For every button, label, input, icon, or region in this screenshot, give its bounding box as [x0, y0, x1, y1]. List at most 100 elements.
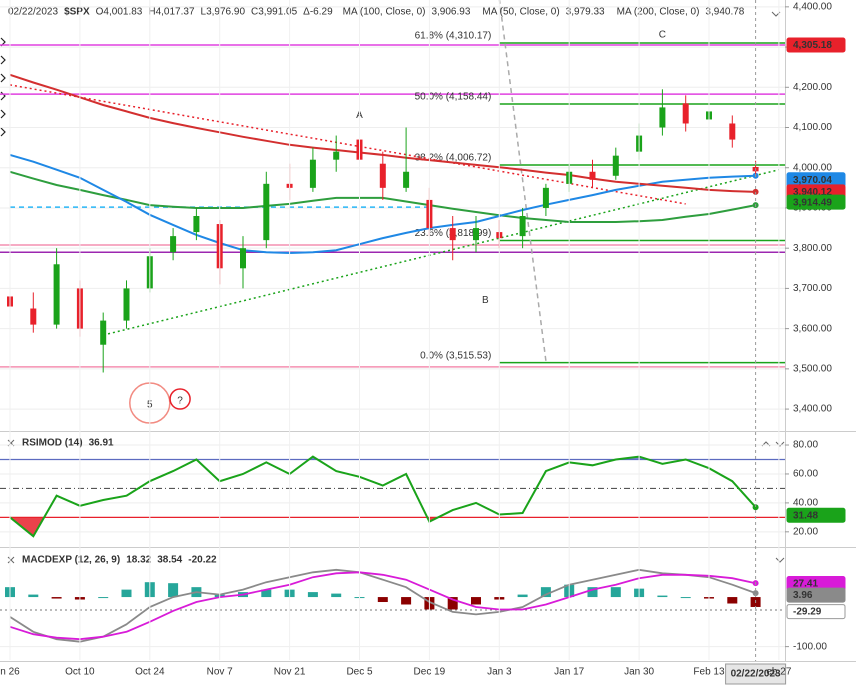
candle-body	[240, 248, 246, 269]
candle-body	[263, 183, 270, 241]
y-tick-label: 20.00	[793, 526, 818, 537]
trendline	[103, 169, 780, 336]
x-tick-label: Dec 5	[346, 667, 373, 678]
candle-body	[170, 236, 177, 253]
trendline	[498, 0, 547, 361]
histogram-bar	[51, 597, 62, 599]
header-text: C3,991.05	[251, 7, 298, 18]
candle-body	[100, 320, 107, 345]
candle-body	[682, 103, 689, 124]
x-tick-label: Jan 17	[554, 667, 584, 678]
candle-body	[589, 171, 596, 180]
candle-body	[123, 288, 130, 321]
y-tick-label: 4,100.00	[793, 122, 832, 133]
histogram-bar	[517, 594, 528, 598]
candle-body	[403, 171, 410, 188]
y-tick-label: 4,400.00	[793, 1, 832, 12]
y-tick-label: 3,500.00	[793, 363, 832, 374]
histogram-bar	[121, 589, 132, 598]
cursor-date-box	[725, 663, 787, 685]
annotation: B	[482, 295, 489, 306]
header-text: RSIMOD (14)	[22, 438, 83, 449]
price-tag-label: 3,940.12	[793, 187, 832, 198]
candle-body	[612, 155, 619, 176]
candle-body	[729, 123, 736, 140]
macd-line	[9, 571, 756, 641]
y-tick-label: 40.00	[793, 498, 818, 509]
rsi-line	[9, 455, 757, 538]
candle-body	[519, 216, 526, 237]
x-tick-label: eb 27	[766, 667, 791, 678]
last-point	[752, 504, 759, 511]
x-tick-label: 02/22/2023	[731, 669, 781, 680]
histogram-bar	[540, 587, 551, 598]
x-tick-label: Jan 30	[624, 667, 654, 678]
histogram-bar	[587, 587, 598, 598]
annotation: ?	[177, 396, 183, 407]
fib-label: 61.8% (4,310.17)	[415, 31, 492, 42]
candle-body	[379, 163, 386, 188]
tool-icons[interactable]	[0, 37, 6, 137]
y-tick-label: 3,800.00	[793, 243, 832, 254]
x-tick-label: n 26	[0, 667, 20, 678]
price-tag-label: 3,970.04	[793, 175, 832, 186]
candle-body	[309, 159, 316, 188]
y-tick-label: 3,700.00	[793, 283, 832, 294]
header-text: 3,940.78	[705, 7, 744, 18]
price-tag-label: 27.41	[793, 579, 818, 590]
header-text: 3,979.33	[566, 7, 605, 18]
histogram-bar	[28, 594, 39, 598]
histogram-bar	[98, 597, 109, 599]
y-tick-label: -100.00	[793, 641, 827, 652]
price-tag-label: -29.29	[793, 607, 822, 618]
macd-line	[9, 568, 756, 643]
histogram-bar	[401, 597, 412, 605]
y-tick-label: 3,600.00	[793, 323, 832, 334]
candle-body	[30, 308, 37, 325]
histogram-bar	[610, 587, 621, 598]
histogram-bar	[447, 597, 458, 610]
candle-body	[193, 216, 200, 233]
header-text: MA (50, Close, 0)	[482, 7, 559, 18]
moving-average	[9, 153, 756, 255]
price-tag-label: 4,305.18	[793, 40, 832, 51]
x-tick-label: Oct 10	[65, 667, 95, 678]
last-point	[752, 590, 759, 597]
panel: 61.8% (4,310.17) 50.0% (4,158.44) 38.2% (4…	[0, 0, 785, 424]
fib-label: 38.2% (4,006.72)	[415, 153, 492, 164]
histogram-bar	[727, 597, 738, 604]
header-text: O4,001.83	[96, 7, 143, 18]
annotation-circle	[169, 388, 191, 410]
candle-body	[659, 107, 666, 128]
price-tag	[786, 194, 846, 210]
histogram-bar	[307, 592, 318, 598]
header-text: 18.32	[126, 555, 151, 566]
y-tick-label: 60.00	[793, 469, 818, 480]
fib-label: 50.0% (4,158.44)	[415, 92, 492, 103]
header-text: $SPX	[64, 7, 90, 18]
trendline	[9, 84, 686, 205]
header-text: 02/22/2023	[8, 7, 58, 18]
close-icon[interactable]	[7, 556, 15, 564]
histogram-bar	[261, 589, 272, 598]
histogram-bar	[168, 583, 179, 598]
header-text: MA (200, Close, 0)	[617, 7, 700, 18]
header-text: 36.91	[89, 438, 114, 449]
price-tag-label: 3.96	[793, 590, 813, 601]
x-tick-label: Jan 3	[487, 667, 512, 678]
price-tag	[786, 507, 846, 523]
header-text: L3,976.90	[201, 7, 246, 18]
x-tick-label: Oct 24	[135, 667, 165, 678]
move-icon[interactable]	[775, 557, 785, 563]
side-tools[interactable]	[0, 37, 6, 137]
price-tag-label: 31.48	[793, 510, 818, 521]
price-tag	[786, 604, 846, 620]
candle-body	[449, 228, 456, 241]
candle-body	[542, 187, 549, 208]
header-text: H4,017.37	[148, 7, 195, 18]
header-text: 3,906.93	[431, 7, 470, 18]
price-tag	[786, 37, 846, 53]
header-text: MACDEXP (12, 26, 9)	[22, 555, 120, 566]
y-tick-label: 3,400.00	[793, 404, 832, 415]
x-tick-label: Feb 13	[693, 667, 725, 678]
